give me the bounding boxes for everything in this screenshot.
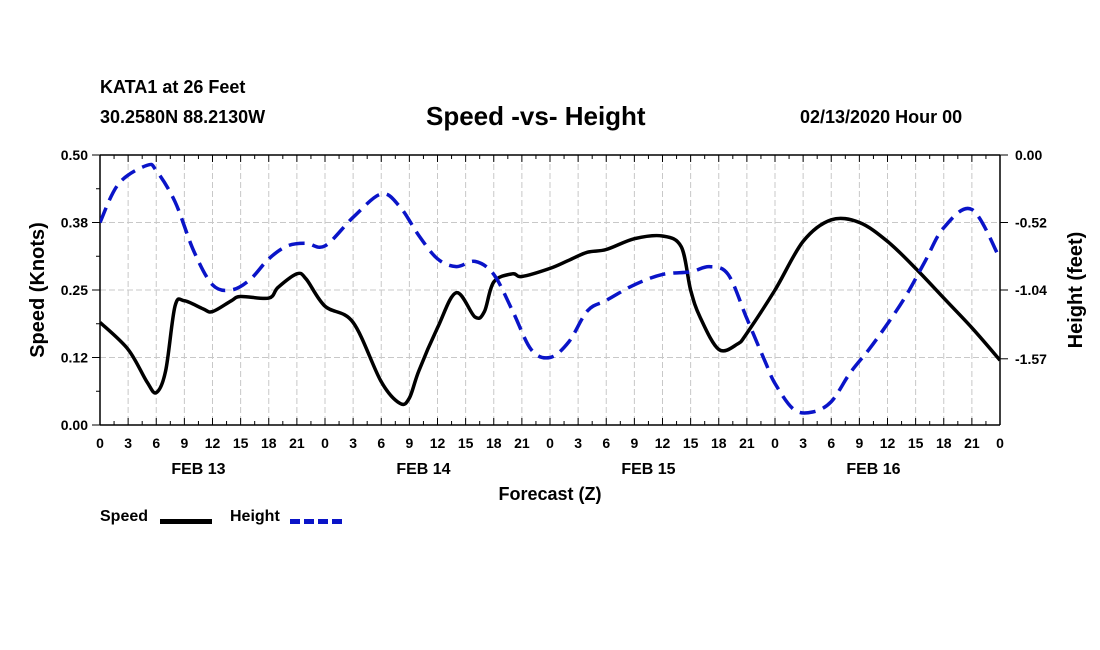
- station-label: KATA1 at 26 Feet: [100, 77, 246, 97]
- x-tick-label: 3: [349, 435, 357, 451]
- x-tick-label: 0: [546, 435, 554, 451]
- x-tick-label: 3: [799, 435, 807, 451]
- y-tick-label: 0.12: [61, 350, 88, 366]
- x-tick-label: 6: [377, 435, 385, 451]
- x-tick-label: 3: [124, 435, 132, 451]
- coords-label: 30.2580N 88.2130W: [100, 107, 266, 127]
- y-tick-label: 0.50: [61, 147, 88, 163]
- x-tick-label: 9: [630, 435, 638, 451]
- x-tick-label: 12: [205, 435, 221, 451]
- x-tick-label: 15: [233, 435, 249, 451]
- issued-label: 02/13/2020 Hour 00: [800, 107, 963, 127]
- x-tick-label: 3: [574, 435, 582, 451]
- x-tick-label: 18: [936, 435, 952, 451]
- x-tick-label: 15: [683, 435, 699, 451]
- day-label: FEB 14: [396, 461, 450, 478]
- x-axis-label: Forecast (Z): [498, 484, 601, 504]
- x-tick-label: 21: [964, 435, 980, 451]
- x-tick-label: 15: [908, 435, 924, 451]
- day-label: FEB 16: [846, 461, 900, 478]
- x-tick-label: 12: [880, 435, 896, 451]
- x-tick-label: 0: [96, 435, 104, 451]
- y2-axis-label: Height (feet): [1065, 232, 1087, 349]
- x-tick-label: 9: [405, 435, 413, 451]
- x-tick-label: 21: [514, 435, 530, 451]
- x-tick-label: 6: [152, 435, 160, 451]
- speed-series-line: [100, 216, 1000, 407]
- x-tick-label: 0: [996, 435, 1004, 451]
- x-tick-label: 21: [739, 435, 755, 451]
- y-axis-label: Speed (Knots): [27, 222, 49, 358]
- y2-tick-label: 0.00: [1015, 147, 1042, 163]
- x-tick-label: 21: [289, 435, 305, 451]
- x-tick-label: 18: [486, 435, 502, 451]
- chart-title: Speed -vs- Height: [426, 101, 646, 131]
- y-tick-label: 0.38: [61, 215, 88, 231]
- y2-tick-label: -1.57: [1015, 351, 1047, 367]
- x-tick-label: 6: [827, 435, 835, 451]
- x-tick-label: 6: [602, 435, 610, 451]
- x-tick-label: 18: [711, 435, 727, 451]
- y-tick-label: 0.25: [61, 282, 88, 298]
- x-tick-label: 12: [655, 435, 671, 451]
- y2-tick-label: -1.04: [1015, 282, 1047, 298]
- x-tick-label: 9: [180, 435, 188, 451]
- height-series-line: [100, 162, 1000, 415]
- x-tick-label: 18: [261, 435, 277, 451]
- x-tick-label: 9: [855, 435, 863, 451]
- legend-speed-swatch: [160, 519, 212, 524]
- y2-tick-label: -0.52: [1015, 215, 1047, 231]
- legend-height-swatch: [290, 519, 342, 524]
- legend-height-label: Height: [230, 508, 280, 525]
- day-label: FEB 13: [171, 461, 225, 478]
- x-tick-label: 15: [458, 435, 474, 451]
- y-tick-label: 0.00: [61, 417, 88, 433]
- day-label: FEB 15: [621, 461, 675, 478]
- x-tick-label: 0: [771, 435, 779, 451]
- x-tick-label: 12: [430, 435, 446, 451]
- legend-speed-label: Speed: [100, 508, 149, 525]
- x-tick-label: 0: [321, 435, 329, 451]
